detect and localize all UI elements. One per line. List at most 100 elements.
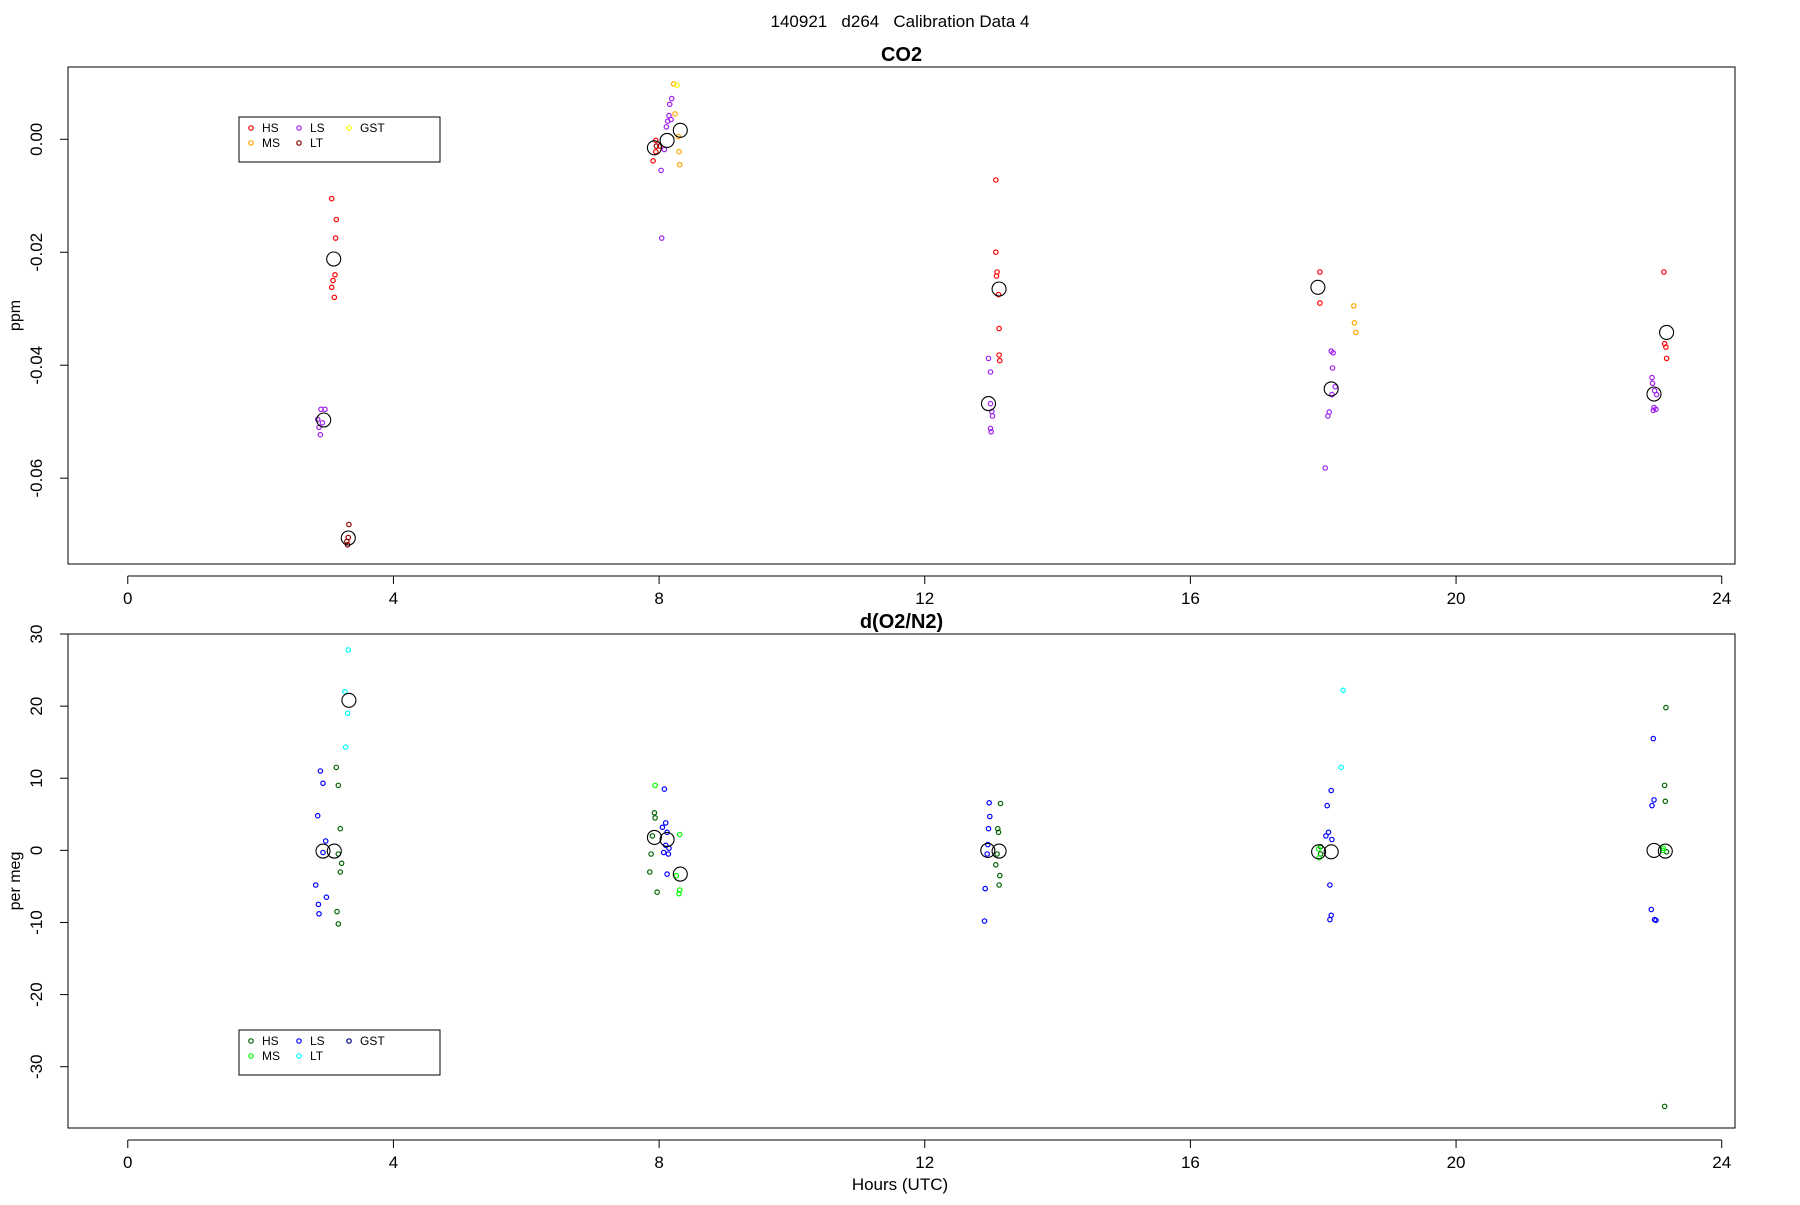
mean-marker — [1657, 843, 1673, 859]
data-point — [984, 851, 991, 857]
mean-marker — [672, 122, 688, 138]
data-point — [317, 431, 324, 438]
legend-box — [238, 1029, 441, 1076]
legend-marker — [296, 125, 302, 131]
legend-label: HS — [262, 1034, 279, 1048]
y-tick-label: -20 — [27, 982, 46, 1007]
data-point — [320, 849, 326, 856]
data-point — [332, 271, 338, 278]
data-point — [996, 882, 1002, 888]
data-point — [1322, 465, 1329, 471]
data-point — [1340, 687, 1347, 694]
data-point — [330, 277, 336, 284]
series-2 — [314, 95, 1660, 471]
data-point — [670, 81, 677, 87]
data-point — [673, 872, 680, 879]
data-point — [317, 768, 324, 774]
data-point — [984, 841, 991, 848]
legend-marker — [248, 140, 254, 146]
x-tick-label: 16 — [1181, 589, 1200, 608]
mean-marker — [1646, 842, 1662, 858]
data-point — [650, 158, 656, 164]
data-point — [331, 294, 338, 301]
data-point — [981, 918, 988, 924]
x-tick-label: 0 — [123, 1153, 132, 1172]
series-1 — [670, 81, 1359, 336]
data-point — [648, 851, 654, 857]
data-point — [319, 419, 326, 426]
data-point — [676, 161, 683, 168]
data-point — [342, 744, 349, 751]
mean-marker — [991, 843, 1007, 859]
data-point — [1353, 329, 1359, 336]
data-point — [985, 355, 992, 362]
legend-label: LS — [310, 1034, 325, 1048]
data-point — [1663, 704, 1669, 711]
data-point — [1649, 374, 1655, 381]
data-point — [1663, 355, 1670, 362]
mean-marker — [326, 251, 342, 267]
data-point — [996, 872, 1003, 879]
y-tick-label: 20 — [27, 697, 46, 716]
data-point — [676, 890, 682, 897]
mean-marker — [341, 692, 357, 708]
data-point — [1661, 782, 1668, 789]
mean-marker — [340, 530, 356, 546]
y-axis-label: ppm — [7, 300, 24, 331]
mean-marker — [659, 831, 675, 848]
y-axis-label: per meg — [7, 852, 24, 911]
data-point — [652, 782, 658, 789]
data-point — [987, 400, 994, 407]
legend-marker — [296, 140, 302, 146]
page-title: 140921 d264 Calibration Data 4 — [771, 12, 1030, 31]
x-axis-label: Hours (UTC) — [852, 1175, 948, 1194]
data-point — [662, 820, 669, 826]
mean-marker — [326, 843, 342, 859]
data-point — [335, 921, 342, 927]
legend-label: GST — [360, 121, 385, 135]
x-tick-label: 24 — [1712, 1153, 1731, 1172]
legend-marker — [248, 125, 254, 131]
x-tick-label: 24 — [1712, 589, 1731, 608]
x-tick-label: 12 — [915, 1153, 934, 1172]
x-tick-label: 12 — [915, 589, 934, 608]
data-point — [676, 148, 682, 155]
data-point — [328, 195, 335, 202]
x-tick-label: 16 — [1181, 1153, 1200, 1172]
series-3 — [344, 143, 660, 548]
legend-label: HS — [262, 121, 279, 135]
chart-panel-1: d(O2/N2) 0 4 8 12 16 20 24 30 20 10 0 -10 -20 -30 per m… — [7, 611, 1736, 1172]
data-point — [663, 124, 670, 130]
data-point — [337, 869, 344, 875]
data-point — [665, 851, 672, 857]
data-point — [332, 235, 339, 241]
data-point — [1650, 407, 1657, 414]
data-point — [668, 95, 675, 102]
data-point — [1663, 344, 1669, 350]
mean-marker — [316, 412, 332, 428]
data-point — [333, 216, 340, 223]
data-point — [1330, 349, 1337, 356]
data-point — [312, 882, 319, 888]
legend-marker — [346, 125, 352, 131]
data-point — [661, 146, 668, 153]
data-point — [666, 101, 673, 108]
data-point — [654, 889, 660, 896]
data-point — [992, 249, 999, 256]
y-tick-label: -0.04 — [27, 346, 46, 385]
y-tick-label: -10 — [27, 910, 46, 935]
data-point — [658, 167, 664, 174]
data-point — [314, 812, 321, 819]
data-point — [987, 425, 994, 432]
data-point — [660, 849, 667, 856]
data-point — [674, 82, 680, 88]
data-point — [1338, 764, 1345, 771]
mean-marker — [1323, 844, 1339, 860]
data-point — [1351, 303, 1357, 309]
data-point — [659, 824, 666, 831]
data-point — [1329, 836, 1335, 843]
y-tick-label: 0.00 — [27, 123, 46, 156]
